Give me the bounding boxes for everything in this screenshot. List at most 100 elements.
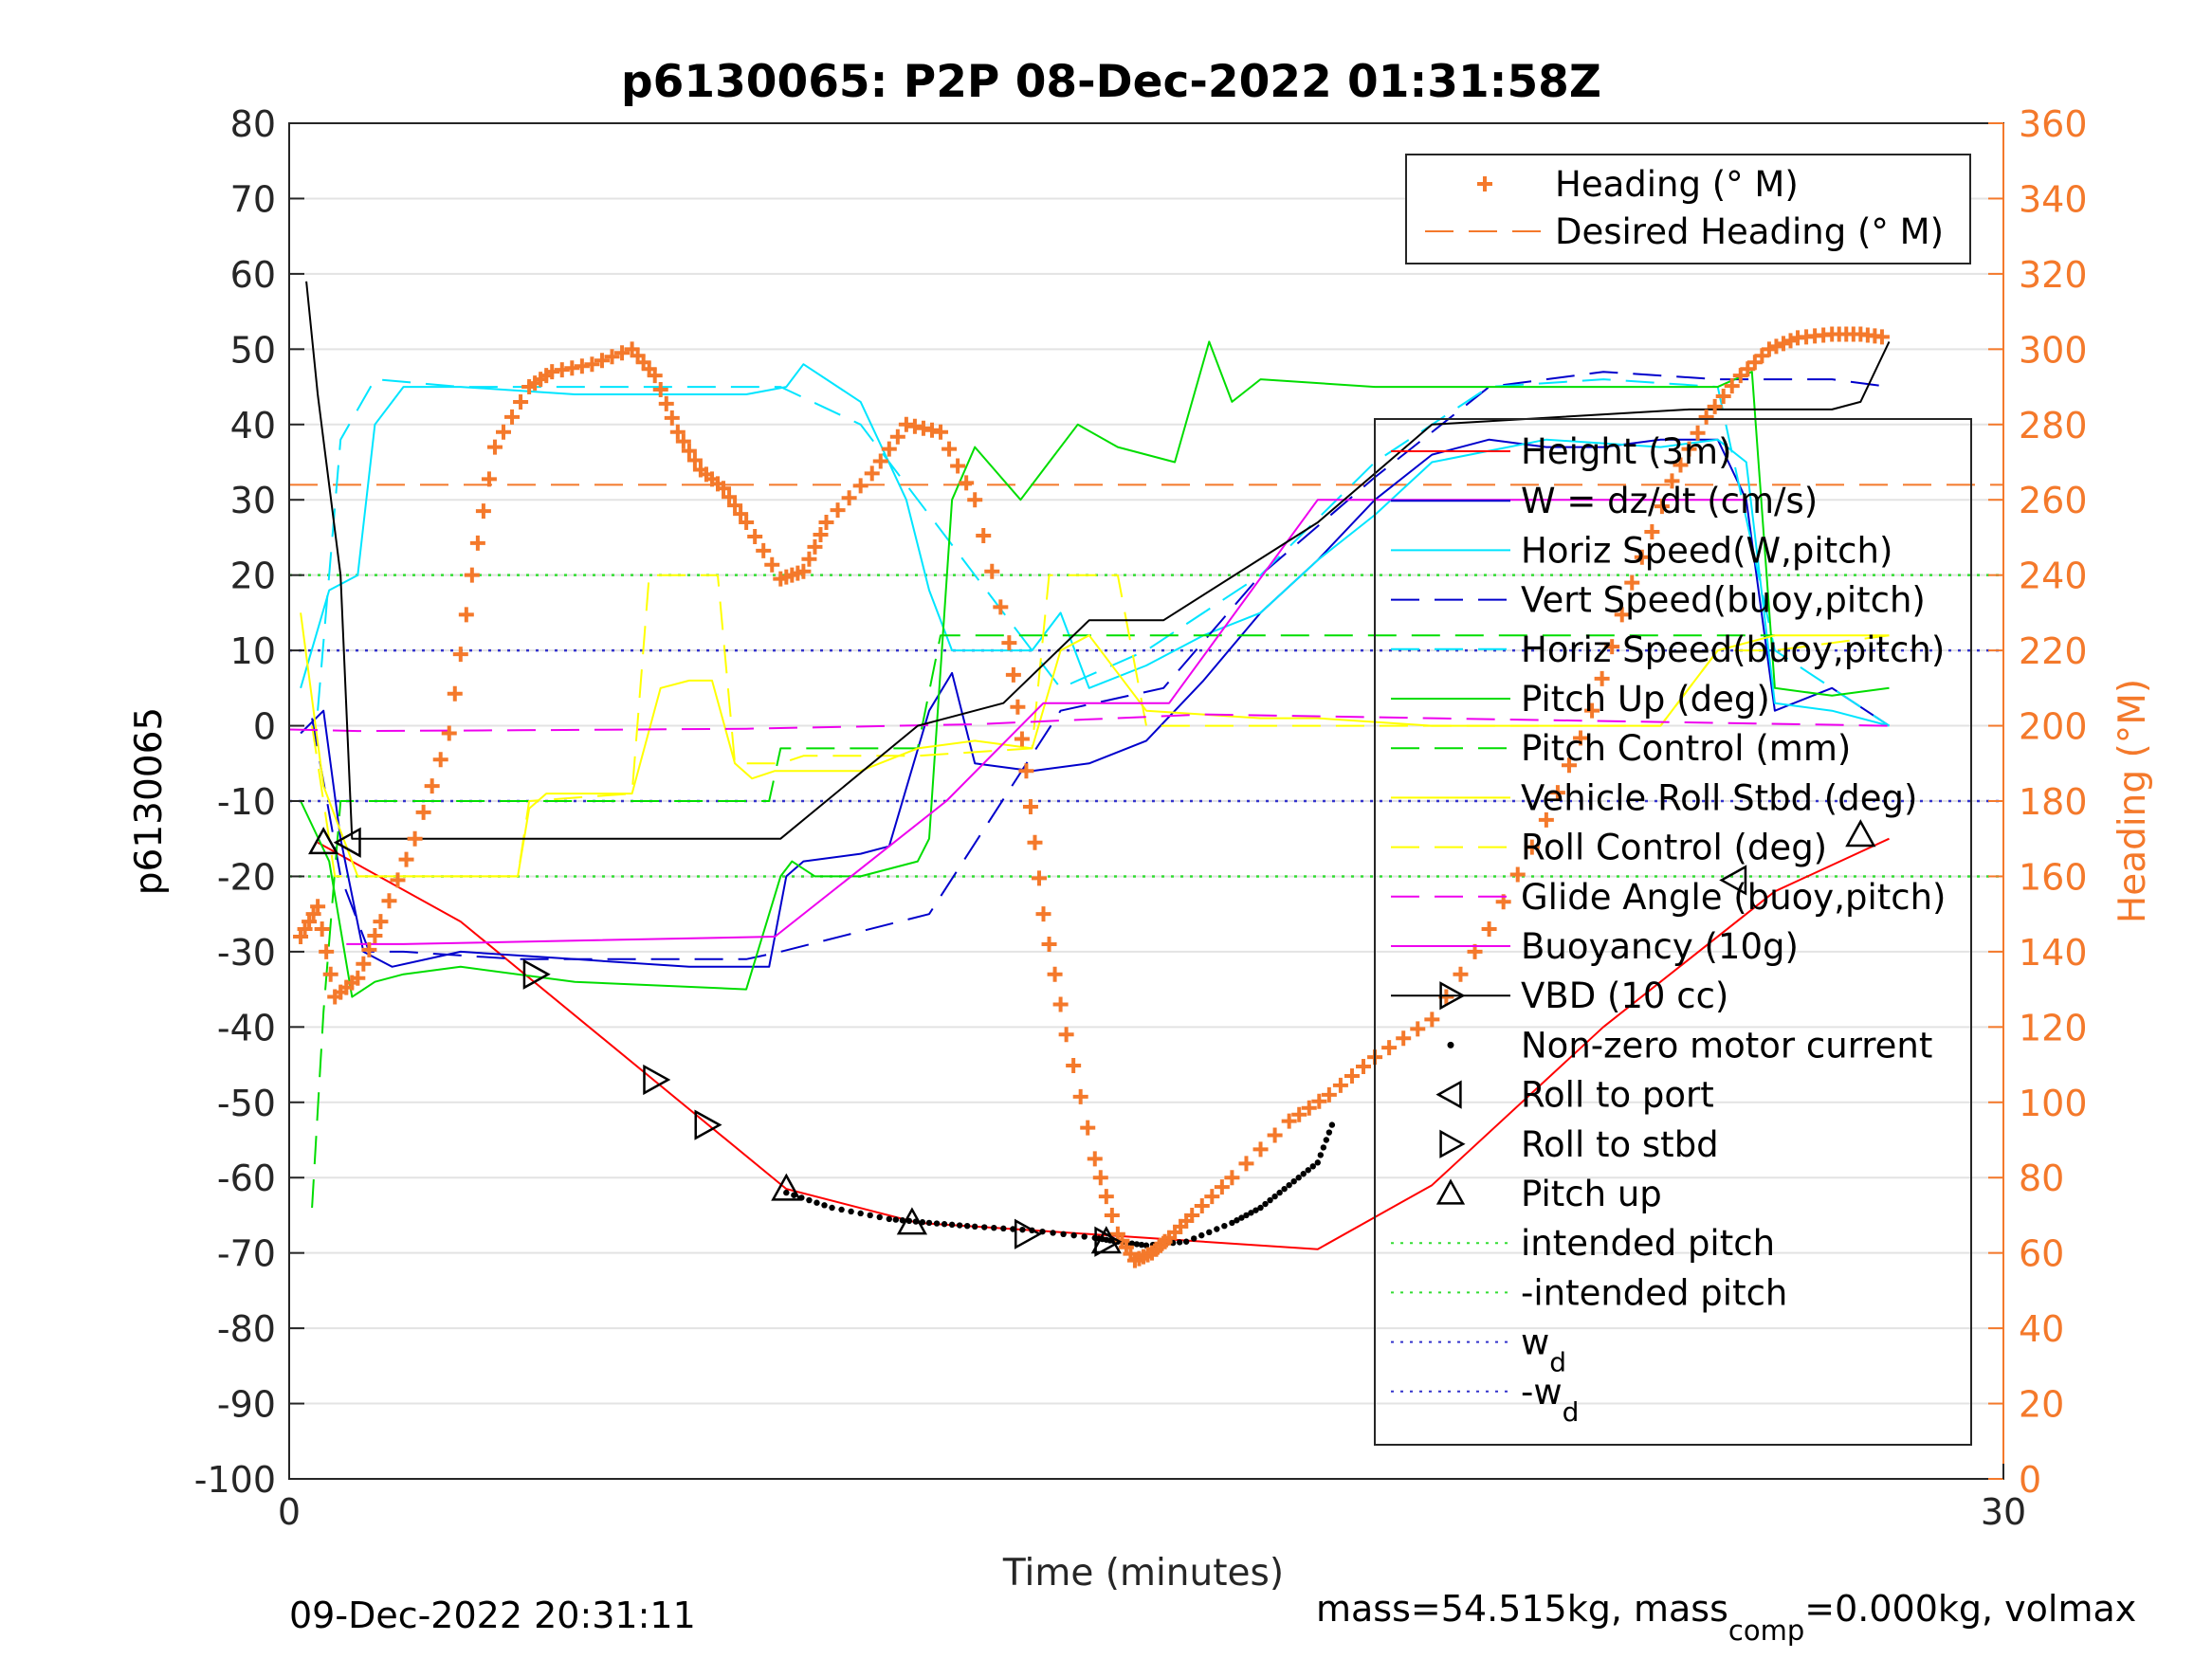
legend-label-text: -intended pitch bbox=[1521, 1272, 1787, 1313]
heading-point bbox=[652, 382, 668, 398]
legend-label-text: Heading (° M) bbox=[1555, 164, 1799, 205]
heading-point bbox=[361, 941, 377, 957]
heading-point bbox=[481, 471, 497, 487]
heading-point bbox=[852, 478, 868, 494]
heading-point bbox=[1035, 906, 1051, 922]
y-tick-label-right: 220 bbox=[2019, 630, 2088, 672]
legend-label-glide-angle-buoy-pitch: Glide Angle (buoy,pitch) bbox=[1521, 877, 1946, 918]
heading-point bbox=[1010, 699, 1026, 715]
legend-label-wd: wd bbox=[1521, 1322, 1566, 1378]
heading-point bbox=[1332, 1077, 1348, 1093]
heading-point bbox=[1664, 473, 1680, 489]
heading-point bbox=[614, 345, 631, 361]
motor-current-point bbox=[1281, 1185, 1288, 1193]
chart-title: p6130065: P2P 08-Dec-2022 01:31:58Z bbox=[621, 56, 1601, 108]
legend-label-text: Roll to port bbox=[1521, 1075, 1714, 1116]
motor-current-point bbox=[1191, 1235, 1197, 1242]
heading-point bbox=[1874, 329, 1890, 345]
y-tick-label-right: 60 bbox=[2019, 1233, 2064, 1275]
motor-current-point bbox=[1060, 1231, 1067, 1238]
heading-point bbox=[1001, 635, 1017, 651]
heading-point bbox=[1604, 639, 1620, 655]
legend-label-intended-pitch: intended pitch bbox=[1521, 1223, 1775, 1264]
motor-current-point bbox=[857, 1210, 864, 1217]
heading-point bbox=[967, 492, 983, 508]
legend-label-pitch-up: Pitch up bbox=[1521, 1174, 1662, 1214]
motor-current-point bbox=[1290, 1177, 1297, 1185]
motor-current-point bbox=[876, 1213, 883, 1221]
heading-point bbox=[830, 502, 846, 519]
legend-label-text: Roll to stbd bbox=[1521, 1124, 1719, 1165]
legend-label-text: Desired Heading (° M) bbox=[1555, 211, 1944, 252]
y-tick-label-left: -100 bbox=[194, 1459, 276, 1501]
motor-current-point bbox=[1234, 1217, 1240, 1224]
motor-current-point bbox=[1010, 1226, 1016, 1232]
marker-pitch-up bbox=[1845, 819, 1876, 848]
heading-point bbox=[1634, 549, 1650, 565]
motor-current-point bbox=[1198, 1231, 1205, 1239]
heading-point bbox=[584, 356, 600, 373]
legend-label-text: Pitch up bbox=[1521, 1174, 1662, 1214]
heading-point bbox=[496, 424, 511, 440]
legend-label-text: Roll Control (deg) bbox=[1521, 828, 1827, 868]
markers-layer bbox=[308, 819, 1876, 1257]
legend-label-text: Vehicle Roll Stbd (deg) bbox=[1521, 777, 1917, 818]
motor-current-point bbox=[1039, 1228, 1046, 1235]
heading-point bbox=[1005, 666, 1021, 683]
motor-current-point bbox=[1000, 1225, 1007, 1232]
heading-point bbox=[475, 503, 491, 520]
y-tick-label-right: 160 bbox=[2019, 856, 2088, 898]
heading-point bbox=[1410, 1021, 1426, 1037]
y-tick-label-left: -30 bbox=[217, 932, 276, 974]
motor-current-point bbox=[1070, 1231, 1077, 1239]
heading-point bbox=[1614, 607, 1630, 623]
legend-label-horiz-speed-buoy-pitch: Horiz Speed(buoy,pitch) bbox=[1521, 629, 1945, 670]
series-vbd-10-cc bbox=[305, 281, 1891, 840]
motor-current-point bbox=[1176, 1239, 1183, 1246]
heading-point bbox=[1238, 1156, 1254, 1172]
marker-roll-to-stbd bbox=[643, 1064, 671, 1096]
legend-label-text: Height (3m) bbox=[1521, 431, 1732, 472]
heading-point bbox=[356, 956, 372, 972]
heading-point bbox=[727, 498, 743, 514]
heading-point bbox=[686, 452, 703, 468]
motor-current-point bbox=[1314, 1159, 1322, 1166]
legend-label-heading-m: Heading (° M) bbox=[1555, 164, 1799, 205]
heading-point bbox=[1047, 966, 1063, 982]
motor-current-point bbox=[1206, 1229, 1213, 1236]
heading-point bbox=[1453, 966, 1469, 982]
footer-mass-subscript: comp bbox=[1728, 1614, 1804, 1647]
series-vert-speed-buoy-pitch bbox=[311, 371, 1890, 960]
legend-label-text: intended pitch bbox=[1521, 1223, 1775, 1264]
legend-main: Height (3m) W = dz/dt (cm/s) Horiz Speed(W… bbox=[1374, 418, 1972, 1446]
heading-point bbox=[604, 349, 620, 365]
heading-point bbox=[984, 563, 1000, 579]
heading-point bbox=[764, 556, 780, 573]
heading-point bbox=[1715, 388, 1731, 404]
legend-label-text: Non-zero motor current bbox=[1521, 1025, 1932, 1066]
y-tick-label-left: -80 bbox=[217, 1308, 276, 1350]
heading-point bbox=[801, 551, 817, 567]
heading-point bbox=[889, 428, 905, 445]
x-axis-label: Time (minutes) bbox=[1002, 1552, 1284, 1595]
legend-label-buoyancy-10g: Buoyancy (10g) bbox=[1521, 926, 1799, 967]
y-tick-label-left: 60 bbox=[230, 254, 276, 296]
motor-current-point bbox=[1019, 1226, 1026, 1233]
legend-swatch-heading-m bbox=[1477, 176, 1492, 191]
heading-point bbox=[1768, 338, 1784, 355]
series-layer bbox=[288, 281, 1891, 1268]
y-tick-label-left: 0 bbox=[253, 706, 276, 748]
marker-roll-to-stbd bbox=[694, 1109, 722, 1140]
marker-pitch-up bbox=[896, 1207, 928, 1235]
motor-current-point bbox=[1323, 1137, 1330, 1143]
heading-point bbox=[658, 395, 674, 411]
heading-point bbox=[1018, 763, 1034, 779]
motor-current-point bbox=[783, 1189, 790, 1196]
legend-label-w-dz-dt-cm-s: W = dz/dt (cm/s) bbox=[1521, 481, 1818, 521]
heading-point bbox=[504, 409, 521, 425]
heading-point bbox=[1321, 1086, 1337, 1103]
heading-point bbox=[864, 465, 880, 482]
series-buoyancy-10g bbox=[346, 499, 1746, 945]
heading-point bbox=[1561, 757, 1577, 774]
heading-point bbox=[367, 928, 383, 944]
